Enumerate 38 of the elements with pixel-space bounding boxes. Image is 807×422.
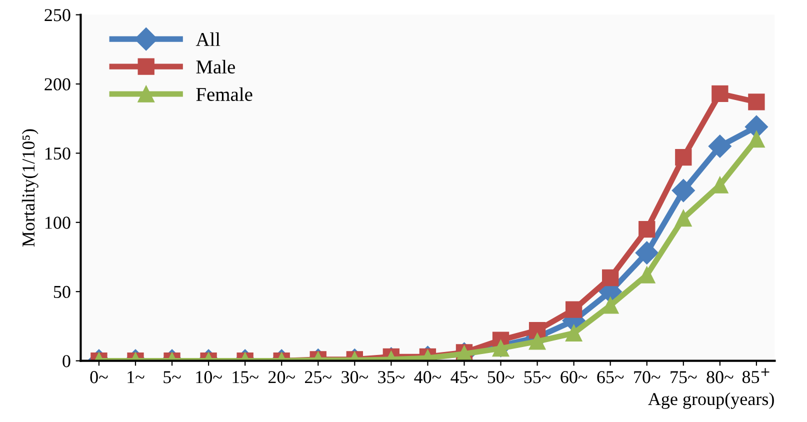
legend-label: Male [196,60,235,74]
y-tick-label: 200 [44,78,70,90]
x-tick-label: 5~ [164,371,181,384]
x-tick-label: 60~ [560,371,588,384]
y-tick-label: 50 [54,286,70,298]
point [675,210,692,227]
x-tick-label: 1~ [128,371,144,384]
point [748,94,765,110]
point [708,134,732,158]
point [712,85,728,102]
point [638,220,656,238]
y-tick-label: 100 [45,216,70,229]
legend-label: All [196,32,220,46]
x-tick-label: 30~ [342,371,368,384]
point [672,179,695,202]
x-tick-label: 35~ [378,371,405,384]
x-axis-title: Age group(years) [648,392,774,409]
y-tick-label: 150 [45,147,70,160]
x-tick-label: 80~ [706,371,734,384]
x-tick-label: 55~ [524,371,551,384]
x-tick-label: 20~ [268,371,295,384]
x-tick-label: 0~ [90,371,108,384]
point [748,131,765,148]
y-tick-label: 250 [44,9,70,22]
x-tick-label: 15~ [232,371,258,384]
y-axis-title: Mortality(1/10⁵) [22,129,38,247]
point [675,149,692,166]
x-tick-label: 75~ [670,371,697,384]
x-tick-label: 65~ [597,371,624,384]
x-tick-label: 25~ [305,371,332,384]
x-tick-label: 70~ [634,371,660,384]
x-tick-label: 50~ [488,371,514,384]
legend-label: Female [196,87,252,102]
x-tick-label: 85$^{+}$ [742,368,770,384]
x-tick-label: 45~ [450,371,478,384]
x-tick-label: 40~ [414,371,442,384]
x-tick-label: 10~ [196,371,222,384]
y-tick-label: 0 [62,355,70,368]
